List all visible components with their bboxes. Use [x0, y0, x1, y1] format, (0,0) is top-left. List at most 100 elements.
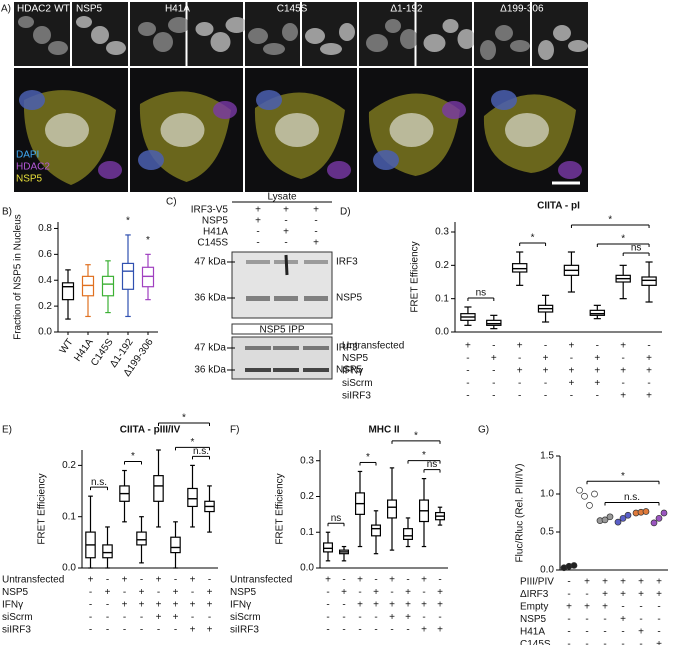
condition-mark: - — [603, 639, 606, 645]
nucleus — [389, 113, 434, 147]
condition-mark: - — [466, 391, 469, 402]
condition-mark: - — [191, 587, 194, 598]
condition-mark: - — [639, 602, 642, 613]
condition-mark: - — [466, 378, 469, 389]
y-axis-label: FRET Efficiency — [410, 241, 421, 312]
cell — [538, 40, 554, 60]
condition-label: NSP5 — [2, 587, 29, 598]
box — [153, 475, 164, 502]
condition-mark: - — [106, 625, 109, 636]
cell — [568, 40, 588, 52]
condition-mark: + — [594, 366, 600, 377]
y-tick-label: 0.0 — [435, 327, 449, 338]
cell — [138, 22, 156, 36]
condition-mark: - — [89, 612, 92, 623]
cell — [510, 40, 530, 52]
condition-label: siScrm — [230, 612, 261, 623]
condition-mark: - — [492, 391, 495, 402]
box — [589, 309, 606, 316]
cell — [225, 17, 248, 33]
condition-mark: + — [207, 625, 213, 636]
condition-mark: - — [621, 639, 624, 645]
condition-mark: + — [405, 600, 411, 611]
condition-mark: - — [585, 639, 588, 645]
condition-mark: + — [173, 587, 179, 598]
significance: * — [621, 234, 625, 245]
box — [102, 544, 113, 559]
chart-title: MHC II — [368, 425, 399, 436]
y-tick-label: 0.8 — [38, 223, 52, 234]
condition-mark: + — [341, 587, 347, 598]
y-axis-label: Fluc/Rluc (Rel. PIII/IV) — [515, 464, 526, 563]
condition-mark: - — [639, 639, 642, 645]
point — [581, 492, 588, 500]
box — [170, 536, 181, 554]
condition-mark: - — [596, 391, 599, 402]
band-label: NSP5 — [336, 293, 363, 304]
significance: * — [414, 431, 418, 442]
cell — [91, 26, 109, 44]
condition-mark: - — [256, 238, 259, 249]
nucleus — [45, 113, 89, 147]
y-tick-label: 0.2 — [38, 301, 52, 312]
condition-label: siIRF3 — [342, 391, 371, 402]
condition-mark: + — [190, 600, 196, 611]
condition-label: siIRF3 — [2, 625, 31, 636]
condition-mark: - — [123, 625, 126, 636]
band — [246, 260, 270, 264]
cell — [366, 34, 388, 52]
condition-mark: - — [314, 227, 317, 238]
blot — [231, 336, 333, 380]
condition-mark: - — [544, 378, 547, 389]
point — [660, 509, 668, 517]
condition-mark: + — [602, 577, 608, 588]
y-tick-label: 0.2 — [300, 491, 314, 502]
condition-mark: - — [374, 612, 377, 623]
condition-mark: + — [620, 341, 626, 352]
condition-mark: - — [174, 625, 177, 636]
condition-mark: + — [313, 238, 319, 249]
condition-mark: + — [620, 391, 626, 402]
condition-mark: + — [620, 366, 626, 377]
condition-mark: - — [567, 589, 570, 600]
cell — [195, 22, 214, 36]
significance: * — [366, 452, 370, 463]
condition-label: siIRF3 — [230, 625, 259, 636]
condition-mark: - — [358, 612, 361, 623]
condition-mark: - — [284, 216, 287, 227]
condition-mark: + — [421, 575, 427, 586]
channel-label: HDAC2 — [17, 4, 51, 15]
condition-mark: + — [584, 577, 590, 588]
cell — [457, 29, 476, 49]
condition-mark: + — [437, 587, 443, 598]
condition-mark: - — [422, 612, 425, 623]
panel-label: D) — [340, 207, 351, 218]
condition-label: C145S — [197, 238, 228, 249]
condition-mark: - — [544, 391, 547, 402]
condition-label: NSP5 — [520, 614, 547, 625]
y-tick-label: 1.5 — [540, 451, 554, 462]
condition-mark: + — [156, 575, 162, 586]
condition-mark: - — [438, 575, 441, 586]
condition-mark: - — [256, 227, 259, 238]
column-label: WT — [54, 4, 70, 15]
condition-mark: + — [566, 602, 572, 613]
condition-mark: + — [569, 378, 575, 389]
cell — [495, 25, 513, 41]
significance: * — [531, 233, 535, 244]
condition-mark: + — [594, 353, 600, 364]
point — [619, 514, 627, 522]
condition-mark: - — [314, 216, 317, 227]
condition-mark: - — [622, 378, 625, 389]
y-tick-label: 0.1 — [62, 511, 76, 522]
condition-mark: + — [656, 639, 662, 645]
mw-marker: 36 kDa — [194, 365, 226, 376]
column-label: Δ199-306 — [500, 4, 544, 15]
condition-mark: - — [342, 575, 345, 586]
y-tick-label: 0.2 — [435, 260, 449, 271]
condition-mark: - — [621, 627, 624, 638]
box — [371, 524, 382, 537]
cell — [423, 34, 446, 52]
condition-mark: + — [190, 575, 196, 586]
condition-mark: - — [208, 575, 211, 586]
